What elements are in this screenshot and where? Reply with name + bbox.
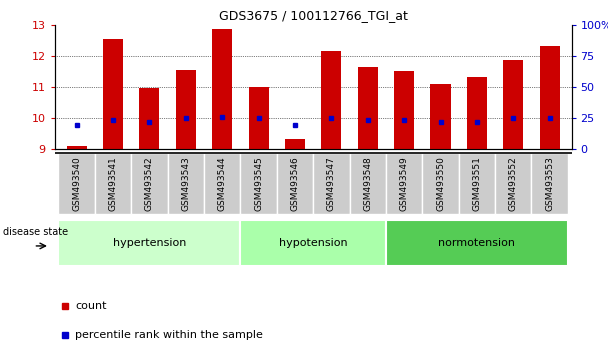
Text: GSM493542: GSM493542 xyxy=(145,156,154,211)
Bar xyxy=(540,46,560,149)
Bar xyxy=(176,70,196,149)
FancyBboxPatch shape xyxy=(531,153,568,213)
FancyBboxPatch shape xyxy=(313,153,350,213)
Text: GSM493552: GSM493552 xyxy=(509,156,518,211)
Text: GSM493544: GSM493544 xyxy=(218,156,227,211)
Bar xyxy=(467,78,487,149)
Bar xyxy=(139,88,159,149)
Text: hypotension: hypotension xyxy=(279,238,347,249)
Text: GSM493551: GSM493551 xyxy=(472,156,482,211)
FancyBboxPatch shape xyxy=(58,220,240,267)
Bar xyxy=(321,51,341,149)
FancyBboxPatch shape xyxy=(131,153,168,213)
Bar xyxy=(394,71,414,149)
Bar xyxy=(66,145,86,149)
Bar xyxy=(430,84,451,149)
Text: GSM493546: GSM493546 xyxy=(291,156,299,211)
Bar xyxy=(358,67,378,149)
FancyBboxPatch shape xyxy=(386,220,568,267)
Text: GSM493548: GSM493548 xyxy=(363,156,372,211)
FancyBboxPatch shape xyxy=(386,153,423,213)
FancyBboxPatch shape xyxy=(240,153,277,213)
Text: percentile rank within the sample: percentile rank within the sample xyxy=(75,330,263,339)
FancyBboxPatch shape xyxy=(495,153,531,213)
FancyBboxPatch shape xyxy=(277,153,313,213)
FancyBboxPatch shape xyxy=(240,220,386,267)
Text: GSM493543: GSM493543 xyxy=(181,156,190,211)
Bar xyxy=(503,61,523,149)
FancyBboxPatch shape xyxy=(168,153,204,213)
Text: GSM493540: GSM493540 xyxy=(72,156,81,211)
FancyBboxPatch shape xyxy=(423,153,458,213)
Bar xyxy=(103,39,123,149)
FancyBboxPatch shape xyxy=(350,153,386,213)
Text: count: count xyxy=(75,301,107,311)
Text: GSM493541: GSM493541 xyxy=(108,156,117,211)
Bar xyxy=(249,87,269,149)
FancyBboxPatch shape xyxy=(458,153,495,213)
Text: GSM493553: GSM493553 xyxy=(545,156,554,211)
Text: GSM493550: GSM493550 xyxy=(436,156,445,211)
Title: GDS3675 / 100112766_TGI_at: GDS3675 / 100112766_TGI_at xyxy=(219,9,407,22)
FancyBboxPatch shape xyxy=(58,153,95,213)
Text: hypertension: hypertension xyxy=(112,238,186,249)
Text: normotension: normotension xyxy=(438,238,516,249)
Text: GSM493547: GSM493547 xyxy=(327,156,336,211)
Text: GSM493549: GSM493549 xyxy=(399,156,409,211)
FancyBboxPatch shape xyxy=(95,153,131,213)
Text: GSM493545: GSM493545 xyxy=(254,156,263,211)
Bar xyxy=(285,139,305,149)
Text: disease state: disease state xyxy=(3,227,68,237)
FancyBboxPatch shape xyxy=(204,153,240,213)
Bar xyxy=(212,29,232,149)
